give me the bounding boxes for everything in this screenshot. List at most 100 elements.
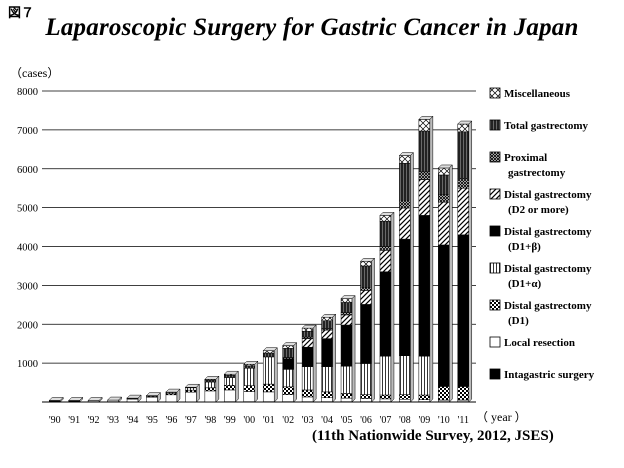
y-tick-3000: 3000 — [17, 281, 38, 292]
bar-segment-8 — [457, 123, 470, 133]
y-tick-6000: 6000 — [17, 165, 38, 176]
bar-segment-4 — [399, 238, 411, 356]
bar-stack-05 — [340, 294, 356, 403]
bar-segment-6 — [418, 171, 431, 180]
bar-side-face — [429, 115, 434, 403]
bar-segment-1 — [185, 391, 197, 403]
bar-side-face — [371, 257, 375, 403]
bar-side-face — [410, 151, 414, 403]
legend-swatch — [489, 119, 501, 131]
bar-segment-1 — [165, 394, 178, 403]
bar-segment-2 — [457, 386, 470, 401]
bar-side-face — [215, 375, 220, 403]
bar-side-face — [59, 396, 64, 403]
legend-label: Intagastric surgery — [504, 369, 595, 381]
bar-segment-2 — [301, 389, 314, 398]
bar-segment-7 — [457, 131, 470, 179]
bar-segment-8 — [340, 298, 353, 303]
legend-swatch — [489, 299, 501, 311]
bar-segment-8 — [438, 167, 450, 176]
bar-segment-7 — [301, 330, 314, 338]
bar-segment-7 — [243, 365, 256, 369]
x-tick-01: '01 — [263, 415, 275, 426]
legend-swatch — [489, 368, 501, 380]
bar-segment-2 — [379, 394, 392, 400]
legend-label: Miscellaneous — [504, 88, 571, 100]
bar-segment-8 — [379, 215, 392, 222]
legend-swatch — [489, 151, 501, 163]
bar-segment-1 — [126, 398, 139, 403]
x-tick-92: '92 — [88, 415, 100, 426]
bar-segment-4 — [418, 215, 431, 357]
bar-segment-4 — [321, 338, 333, 367]
legend-label: Distal gastrectomy — [504, 300, 592, 312]
bar-side-face — [157, 391, 161, 403]
x-tick-02: '02 — [282, 415, 294, 426]
bar-segment-1 — [224, 389, 236, 402]
bar-side-face — [235, 370, 239, 403]
bar-segment-2 — [360, 394, 372, 399]
bar-stack-10 — [437, 164, 453, 403]
y-tick-7000: 7000 — [17, 126, 38, 137]
bar-segment-1 — [204, 390, 217, 403]
bar-segment-1 — [243, 391, 256, 402]
bar-stack-01 — [262, 347, 278, 403]
x-tick-08: '08 — [399, 415, 411, 426]
bar-segment-4 — [438, 244, 450, 387]
legend-swatch — [489, 87, 501, 99]
bar-segment-7 — [379, 220, 392, 247]
bar-stack-91 — [68, 396, 84, 403]
x-tick-labels: '90 '91 '92 '93 '94 '95 '96 '97 '98 '99 '00 '01 '02 '… — [49, 415, 469, 426]
legend-item-7: Local resection — [489, 336, 575, 349]
legend-swatch — [489, 225, 501, 237]
legend-item-3: Distal gastrectomy (D2 or more) — [489, 188, 592, 216]
bar-segment-8 — [399, 155, 411, 164]
bar-segment-1 — [340, 397, 353, 402]
bar-segment-3 — [340, 365, 353, 394]
bar-stack-95 — [145, 391, 162, 403]
legend-item-6: Distal gastrectomy (D1) — [489, 299, 592, 327]
legend: Miscellaneous Total gastrectomy Proximal ga… — [489, 87, 595, 381]
bar-segment-6 — [360, 287, 372, 291]
bar-side-face — [176, 388, 181, 403]
x-tick-97: '97 — [185, 415, 197, 426]
bar-segment-1 — [282, 394, 294, 402]
bar-side-face — [312, 324, 317, 403]
legend-item-4: Distal gastrectomy (D1+β) — [489, 225, 592, 253]
bar-segment-5 — [321, 329, 333, 339]
x-tick-95: '95 — [146, 415, 158, 426]
bar-segment-5 — [457, 187, 470, 236]
bar-side-face — [273, 347, 278, 403]
x-tick-09: '09 — [418, 415, 430, 426]
bar-segment-6 — [340, 312, 353, 316]
x-tick-91: '91 — [68, 415, 80, 426]
bar-segment-5 — [379, 250, 392, 273]
bar-segment-7 — [418, 130, 431, 173]
bar-stack-03 — [301, 324, 317, 403]
bar-segment-8 — [321, 317, 333, 322]
bar-side-face — [449, 164, 453, 403]
bar-stack-04 — [320, 313, 337, 403]
bar-segment-8 — [360, 261, 372, 267]
y-tick-1000: 1000 — [17, 359, 38, 370]
bar-segment-2 — [282, 386, 294, 395]
bar-segment-3 — [204, 381, 217, 389]
bar-side-face — [293, 342, 297, 403]
bar-stack-09 — [418, 115, 434, 403]
bar-segment-5 — [418, 179, 431, 216]
bar-segment-7 — [282, 348, 294, 358]
source-note: (11th Nationwide Survey, 2012, JSES) — [312, 428, 554, 444]
bar-segment-3 — [418, 355, 431, 396]
bar-side-face — [468, 120, 473, 403]
y-axis-unit: （cases） — [10, 66, 60, 80]
legend-label: Total gastrectomy — [504, 120, 589, 132]
x-tick-93: '93 — [107, 415, 119, 426]
legend-swatch — [489, 188, 501, 200]
x-tick-05: '05 — [341, 415, 353, 426]
legend-item-8: Intagastric surgery — [489, 368, 595, 381]
bar-segment-8 — [301, 327, 314, 332]
bar-segment-1 — [146, 396, 158, 403]
legend-label: Distal gastrectomy — [504, 226, 592, 238]
bar-segment-2 — [399, 394, 411, 400]
bar-segment-4 — [457, 234, 470, 387]
